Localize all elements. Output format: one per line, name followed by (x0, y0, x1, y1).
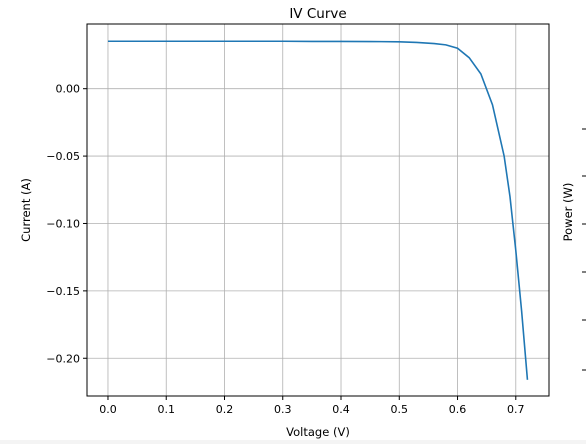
iv-plot: 0.0 0.1 0.2 0.3 0.4 0.5 0.6 0.7 0.00 −0.05 −0.10 −… (19, 6, 550, 439)
x-axis-ticks: 0.0 0.1 0.2 0.3 0.4 0.5 0.6 0.7 (99, 396, 525, 416)
y-tick-label: −0.10 (46, 217, 80, 230)
x-tick-label: 0.0 (99, 403, 117, 416)
power-plot-partial: Power (W) (561, 128, 586, 371)
power-y-axis-label: Power (W) (561, 183, 575, 242)
x-tick-label: 0.2 (216, 403, 234, 416)
iv-curve-line (107, 40, 529, 380)
x-tick-label: 0.1 (157, 403, 175, 416)
y-tick-label: 0.00 (56, 83, 81, 96)
x-tick-label: 0.7 (507, 403, 525, 416)
x-axis-label: Voltage (V) (286, 425, 350, 439)
x-tick-label: 0.6 (449, 403, 467, 416)
bottom-strip (0, 440, 586, 444)
x-tick-label: 0.4 (332, 403, 350, 416)
y-axis-ticks: 0.00 −0.05 −0.10 −0.15 −0.20 (46, 83, 87, 365)
chart-title: IV Curve (289, 6, 346, 22)
x-tick-label: 0.3 (274, 403, 292, 416)
gridlines (87, 24, 549, 396)
y-tick-label: −0.05 (46, 150, 80, 163)
plot-frame (86, 23, 550, 397)
power-y-axis-ticks (582, 128, 586, 371)
y-axis-label: Current (A) (19, 178, 33, 242)
y-tick-label: −0.15 (46, 285, 80, 298)
x-tick-label: 0.5 (391, 403, 409, 416)
y-tick-label: −0.20 (46, 352, 80, 365)
